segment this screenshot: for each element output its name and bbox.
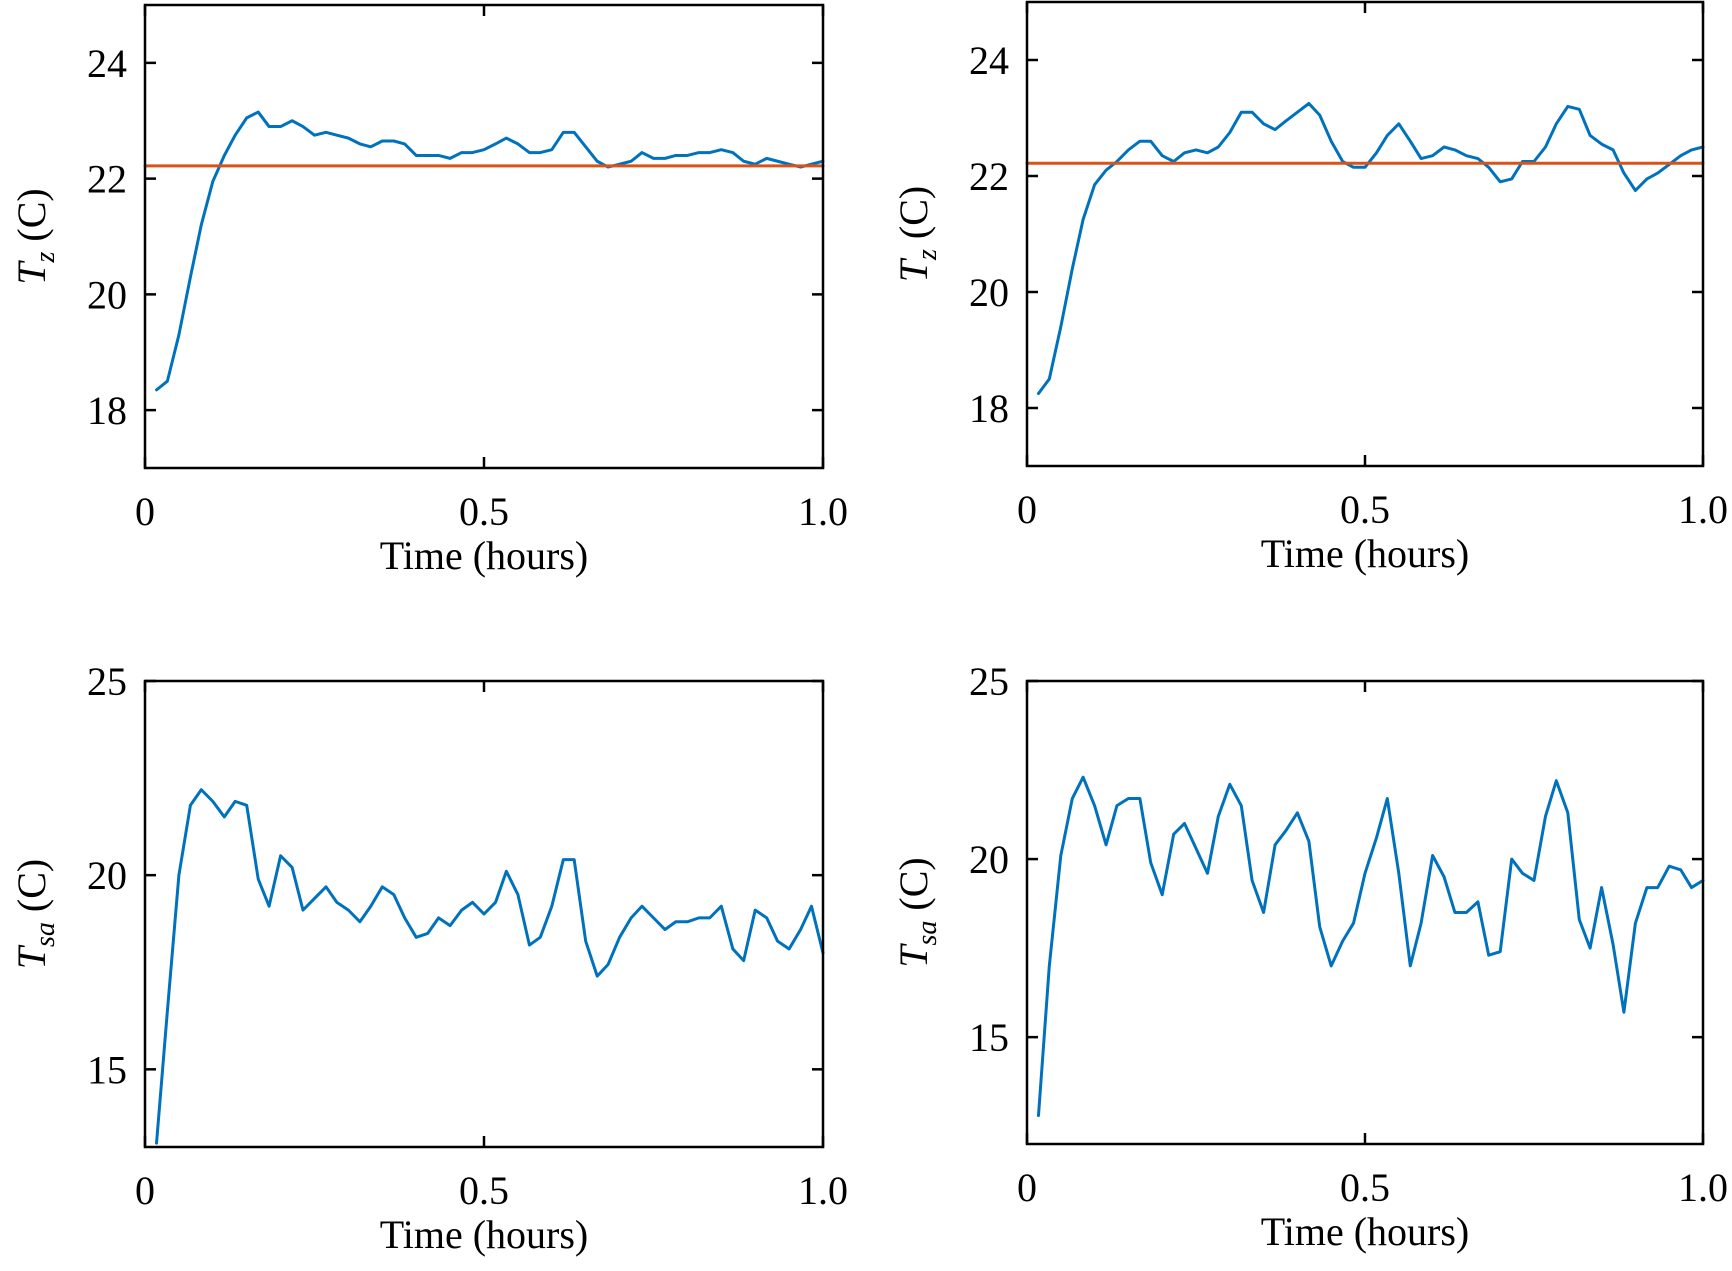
chart-top-left-axes-frame	[143, 3, 825, 470]
chart-top-left-ylabel-subscript: z	[30, 251, 61, 263]
chart-top-left-ytick-label: 18	[87, 388, 127, 433]
chart-bottom-left-xtick-label: 1.0	[798, 1168, 848, 1213]
chart-top-right-ytick-label: 18	[969, 386, 1009, 431]
chart-bottom-right-ytick-label: 15	[969, 1015, 1009, 1060]
chart-top-right-ytick-label: 20	[969, 270, 1009, 315]
chart-bottom-left-ytick-label: 20	[87, 853, 127, 898]
chart-top-left-measured-line	[155, 110, 825, 392]
chart-top-left-ytick-label: 24	[87, 41, 127, 86]
chart-bottom-right-ylabel-unit: (C)	[891, 857, 936, 920]
chart-top-right-ytick-label: 24	[969, 38, 1009, 83]
chart-top-left: 0 0.5 1.0 18 20 22 24 Time (hours) Tz (C)	[9, 3, 848, 578]
chart-top-left-ylabel-unit: (C)	[9, 188, 54, 251]
chart-top-left-xlabel: Time (hours)	[380, 533, 589, 578]
chart-bottom-left-ylabel-symbol: T	[9, 944, 54, 969]
chart-bottom-right-ylabel: Tsa (C)	[891, 857, 943, 967]
chart-bottom-right: 0 0.5 1.0 15 20 25 Time (hours) Tsa (C)	[891, 659, 1728, 1254]
chart-top-left-xtick-label: 0	[135, 489, 155, 534]
chart-top-left-ytick-label: 22	[87, 157, 127, 202]
chart-bottom-left-measured-line	[155, 788, 825, 1145]
chart-top-left-ylabel-symbol: T	[9, 260, 54, 285]
chart-bottom-right-ylabel-subscript: sa	[912, 921, 943, 946]
chart-bottom-left-xtick-label: 0.5	[459, 1168, 509, 1213]
chart-bottom-right-xtick-label: 1.0	[1678, 1165, 1728, 1210]
chart-bottom-left-ylabel: Tsa (C)	[9, 859, 61, 969]
chart-bottom-right-axes-frame	[1025, 679, 1705, 1146]
chart-top-left-xtick-label: 1.0	[798, 489, 848, 534]
chart-top-right-xtick-label: 0.5	[1340, 487, 1390, 532]
chart-top-right-ylabel-unit: (C)	[891, 186, 936, 249]
chart-bottom-left-ytick-label: 15	[87, 1047, 127, 1092]
chart-bottom-right-ytick-label: 25	[969, 659, 1009, 704]
chart-bottom-left-ylabel-subscript: sa	[30, 922, 61, 947]
chart-top-right-ytick-label: 22	[969, 154, 1009, 199]
chart-top-right: 0 0.5 1.0 18 20 22 24 Time (hours) Tz (C)	[891, 0, 1728, 576]
chart-top-right-measured-line	[1036, 102, 1705, 395]
chart-top-right-axes-frame	[1025, 0, 1705, 468]
chart-bottom-left-ytick-label: 25	[87, 659, 127, 704]
chart-bottom-right-measured-line	[1036, 775, 1705, 1118]
chart-top-left-xtick-label: 0.5	[459, 489, 509, 534]
chart-top-right-ylabel-subscript: z	[912, 249, 943, 261]
chart-bottom-left: 0 0.5 1.0 15 20 25 Time (hours) Tsa (C)	[9, 659, 848, 1257]
chart-bottom-left-xlabel: Time (hours)	[380, 1212, 589, 1257]
chart-bottom-right-xtick-label: 0.5	[1340, 1165, 1390, 1210]
chart-bottom-left-ylabel-unit: (C)	[9, 859, 54, 922]
chart-bottom-left-xtick-label: 0	[135, 1168, 155, 1213]
chart-top-right-ylabel-symbol: T	[891, 257, 936, 282]
chart-top-right-xtick-label: 1.0	[1678, 487, 1728, 532]
chart-top-right-xlabel: Time (hours)	[1261, 531, 1470, 576]
chart-top-right-xtick-label: 0	[1017, 487, 1037, 532]
chart-bottom-right-xtick-label: 0	[1017, 1165, 1037, 1210]
chart-bottom-right-ylabel-symbol: T	[891, 943, 936, 968]
chart-bottom-right-xlabel: Time (hours)	[1261, 1209, 1470, 1254]
chart-top-left-ytick-label: 20	[87, 272, 127, 317]
chart-bottom-right-ytick-label: 20	[969, 837, 1009, 882]
chart-top-right-ylabel: Tz (C)	[891, 186, 943, 282]
chart-top-left-ylabel: Tz (C)	[9, 188, 61, 284]
